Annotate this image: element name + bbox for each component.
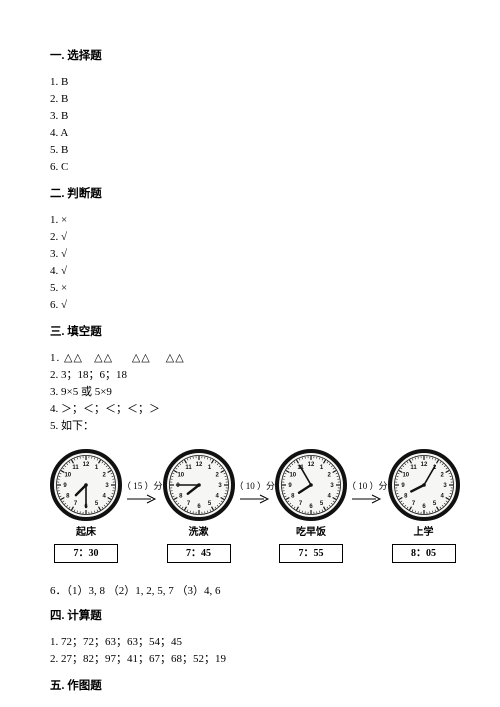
choice-answer-1: 1. B	[50, 74, 450, 91]
judge-answer-3: 3. √	[50, 246, 450, 263]
clock-1: 123456789101112 起床 7：30	[50, 449, 122, 563]
clock-face-icon: 123456789101112	[163, 449, 235, 521]
section-5-title: 五. 作图题	[50, 678, 450, 696]
choice-answer-2: 2. B	[50, 91, 450, 108]
clock-4: 123456789101112 上学 8：05	[388, 449, 460, 563]
clock-4-time: 8：05	[392, 544, 456, 564]
fill-answer-6: 6．（1）3, 8 （2）1, 2, 5, 7 （3）4, 6	[50, 583, 450, 600]
gap-3: （ 10 ）分	[347, 480, 388, 532]
arrow-right-icon	[127, 494, 157, 504]
svg-text:12: 12	[420, 462, 427, 468]
gap-1: （ 15 ）分	[122, 480, 163, 532]
section-2-title: 二. 判断题	[50, 186, 450, 204]
clock-face-icon: 123456789101112	[388, 449, 460, 521]
calc-answer-1: 1. 72；72；63；63；54；45	[50, 634, 450, 651]
choice-answer-5: 5. B	[50, 142, 450, 159]
gap-3-label: （ 10 ）分	[347, 480, 388, 494]
svg-text:11: 11	[410, 465, 417, 471]
clock-2-time: 7：45	[167, 544, 231, 564]
svg-text:12: 12	[308, 462, 315, 468]
arrow-right-icon	[352, 494, 382, 504]
clock-4-label: 上学	[414, 525, 434, 541]
judge-answer-2: 2. √	[50, 229, 450, 246]
svg-text:10: 10	[290, 473, 297, 479]
svg-text:10: 10	[402, 473, 409, 479]
judge-answers: 1. × 2. √ 3. √ 4. √ 5. × 6. √	[50, 212, 450, 314]
clock-3-label: 吃早饭	[296, 525, 326, 541]
choice-answer-6: 6. C	[50, 159, 450, 176]
fill-answers: 1. △△ △△ △△ △△ 2. 3；18；6；18 3. 9×5 或 5×9…	[50, 350, 450, 435]
clocks-diagram: 123456789101112 起床 7：30 （ 15 ）分 12345678…	[50, 449, 450, 563]
fill-answer-5: 5. 如下：	[50, 418, 450, 435]
choice-answer-4: 4. A	[50, 125, 450, 142]
svg-text:11: 11	[72, 465, 79, 471]
gap-1-label: （ 15 ）分	[122, 480, 163, 494]
clock-2: 123456789101112 洗漱 7：45	[163, 449, 235, 563]
gap-2: （ 10 ）分	[235, 480, 276, 532]
arrow-right-icon	[240, 494, 270, 504]
fill-answer-4: 4. ＞；＜；＜；＜；＞	[50, 401, 450, 418]
section-3-title: 三. 填空题	[50, 324, 450, 342]
clock-1-label: 起床	[76, 525, 96, 541]
clock-2-label: 洗漱	[189, 525, 209, 541]
svg-text:12: 12	[195, 462, 202, 468]
svg-text:12: 12	[83, 462, 90, 468]
fill-answer-3: 3. 9×5 或 5×9	[50, 384, 450, 401]
svg-text:10: 10	[64, 473, 71, 479]
judge-answer-6: 6. √	[50, 297, 450, 314]
clock-1-time: 7：30	[54, 544, 118, 564]
calc-answer-2: 2. 27；82；97；41；67；68；52；19	[50, 651, 450, 668]
svg-text:10: 10	[177, 473, 184, 479]
choice-answers: 1. B 2. B 3. B 4. A 5. B 6. C	[50, 74, 450, 176]
gap-2-label: （ 10 ）分	[235, 480, 276, 494]
section-1-title: 一. 选择题	[50, 48, 450, 66]
fill-answer-2: 2. 3；18；6；18	[50, 367, 450, 384]
clock-face-icon: 123456789101112	[275, 449, 347, 521]
section-4-title: 四. 计算题	[50, 608, 450, 626]
judge-answer-4: 4. √	[50, 263, 450, 280]
page-root: 一. 选择题 1. B 2. B 3. B 4. A 5. B 6. C 二. …	[0, 0, 500, 707]
judge-answer-1: 1. ×	[50, 212, 450, 229]
clock-3-time: 7：55	[279, 544, 343, 564]
judge-answer-5: 5. ×	[50, 280, 450, 297]
choice-answer-3: 3. B	[50, 108, 450, 125]
calc-answers: 1. 72；72；63；63；54；45 2. 27；82；97；41；67；6…	[50, 634, 450, 668]
clock-3: 123456789101112 吃早饭 7：55	[275, 449, 347, 563]
clock-face-icon: 123456789101112	[50, 449, 122, 521]
fill-answer-1: 1. △△ △△ △△ △△	[50, 350, 450, 367]
svg-text:11: 11	[185, 465, 192, 471]
